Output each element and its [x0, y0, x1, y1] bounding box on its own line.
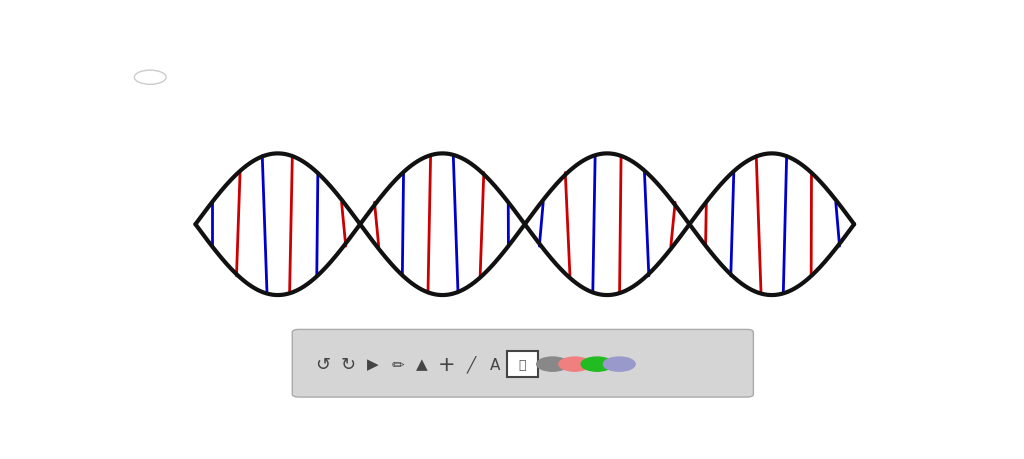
- Text: A: A: [489, 357, 500, 372]
- Circle shape: [559, 357, 591, 371]
- FancyBboxPatch shape: [292, 330, 754, 397]
- Text: ↺: ↺: [314, 355, 330, 373]
- Circle shape: [134, 71, 166, 85]
- Text: +: +: [438, 354, 456, 374]
- Text: ⛰: ⛰: [519, 358, 526, 371]
- FancyBboxPatch shape: [507, 352, 539, 377]
- Text: ▲: ▲: [416, 357, 427, 372]
- Circle shape: [582, 357, 613, 371]
- Text: ▶: ▶: [367, 357, 378, 372]
- Circle shape: [537, 357, 568, 371]
- Text: ╱: ╱: [466, 356, 475, 373]
- Text: ↻: ↻: [340, 355, 355, 373]
- Text: 1: 1: [146, 73, 154, 83]
- Circle shape: [603, 357, 635, 371]
- Text: ✏: ✏: [391, 357, 404, 372]
